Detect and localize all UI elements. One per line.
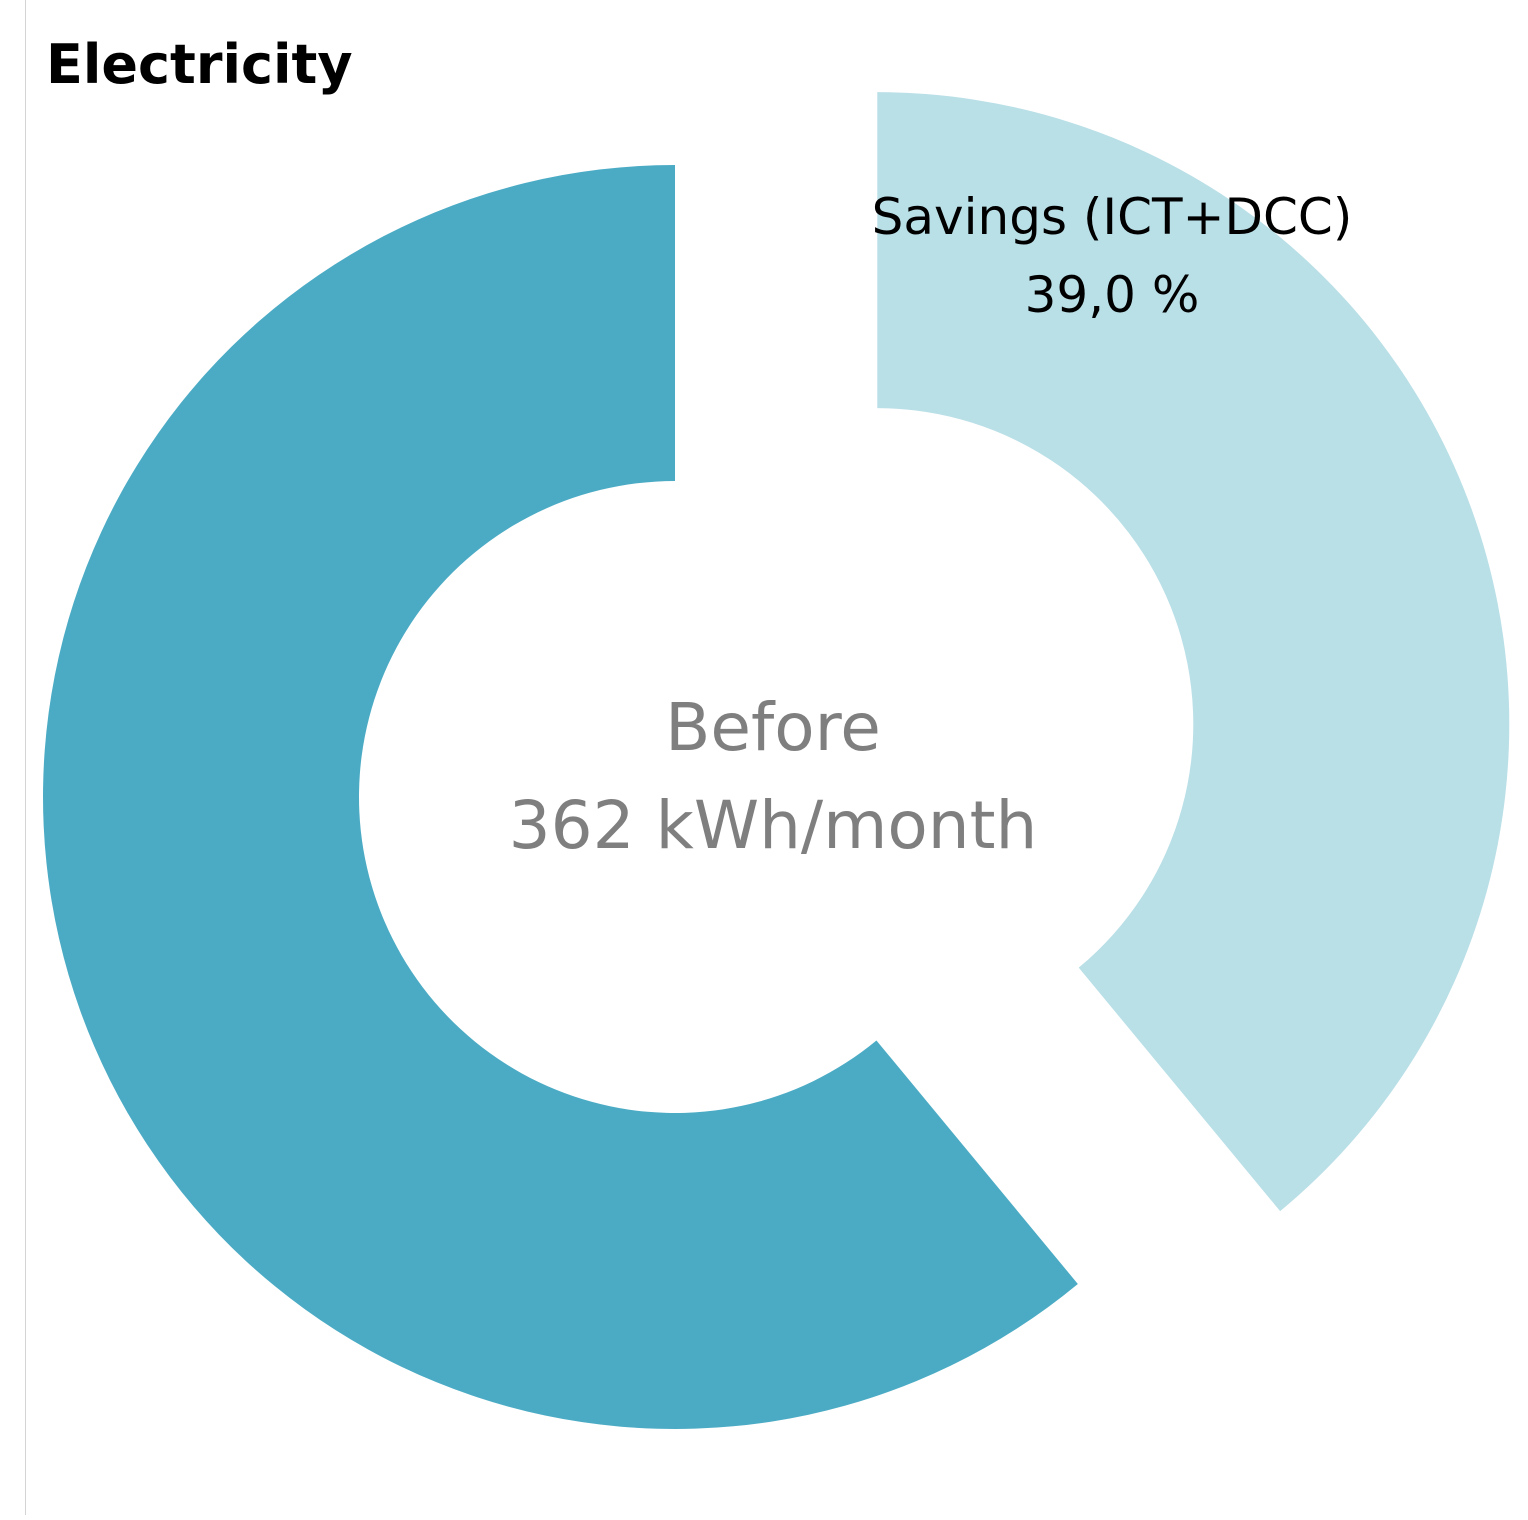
slices-layer (42, 92, 1510, 1429)
chart-title: Electricity (46, 33, 353, 96)
savings-slice-value: 39,0 % (1025, 266, 1200, 324)
center-label-line1: Before (665, 689, 881, 766)
savings-slice-label: Savings (ICT+DCC) (872, 188, 1353, 246)
center-label-line2: 362 kWh/month (509, 787, 1038, 864)
donut-slice-savings (877, 92, 1510, 1212)
donut-slice-remaining (42, 165, 1078, 1429)
left-divider (25, 0, 26, 1515)
